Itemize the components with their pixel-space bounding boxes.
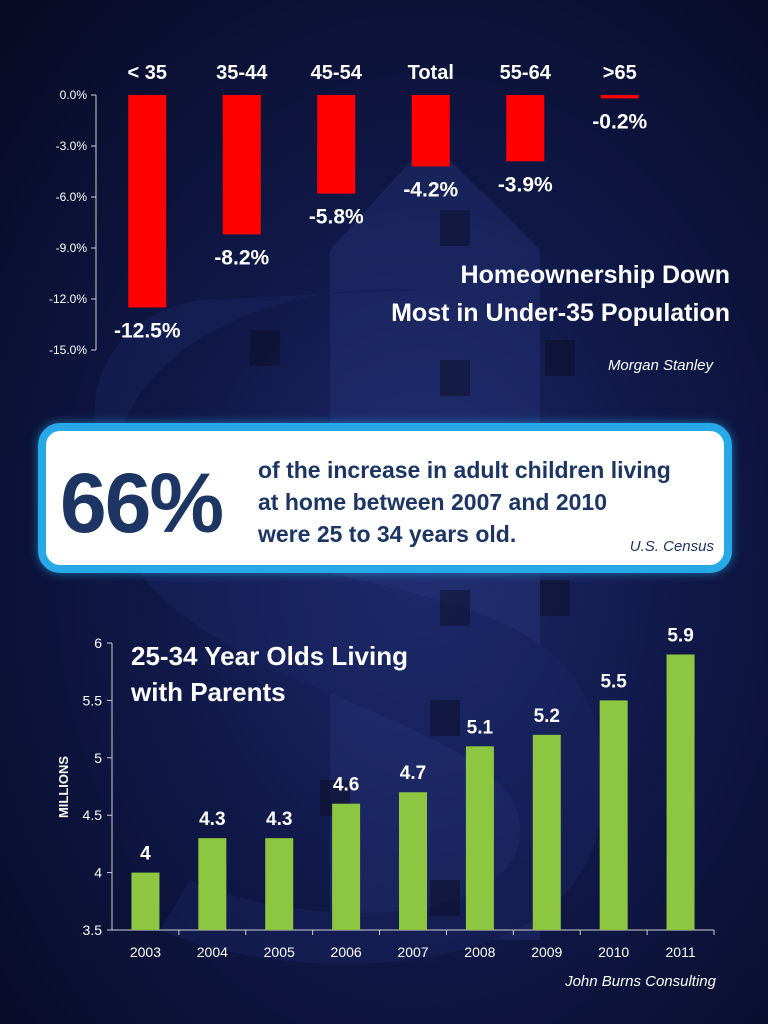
bottom-category-label: 2006 [331, 944, 362, 960]
living-with-parents-title-line2: with Parents [131, 677, 286, 707]
callout-source: U.S. Census [629, 538, 714, 555]
bottom-bar [532, 734, 561, 930]
bottom-bar [198, 838, 227, 930]
callout-line-2: at home between 2007 and 2010 [258, 489, 607, 515]
bottom-category-label: 2003 [130, 944, 161, 960]
bottom-bar [265, 838, 294, 930]
top-category-label: 45-54 [311, 62, 363, 84]
top-category-label: < 35 [128, 62, 167, 84]
living-with-parents-title: 25-34 Year Olds Living with Parents [131, 638, 408, 710]
top-bar [506, 95, 545, 162]
bottom-data-label: 5.1 [467, 717, 494, 738]
homeownership-title-line2: Most in Under-35 Population [391, 299, 730, 327]
bottom-y-tick-label: 4 [94, 865, 102, 881]
bottom-category-label: 2009 [531, 944, 562, 960]
homeownership-chart-title: Homeownership Down Most in Under-35 Popu… [290, 256, 730, 332]
bottom-y-axis-title: MILLIONS [56, 756, 71, 818]
bottom-y-tick-label: 6 [94, 635, 102, 651]
bottom-bars [131, 654, 695, 930]
bottom-data-labels: 4 4.3 4.3 4.6 4.7 5.1 5.2 5.5 5.9 [140, 625, 694, 864]
bottom-category-label: 2008 [464, 944, 495, 960]
bottom-bar [465, 746, 494, 930]
bottom-bar [599, 700, 628, 930]
bottom-y-tick-label: 5 [94, 750, 102, 766]
top-y-tick-label: 0.0% [60, 88, 88, 102]
top-data-label: -3.9% [498, 173, 553, 196]
top-y-tick-label: -15.0% [49, 343, 87, 357]
bottom-data-label: 5.9 [667, 625, 693, 646]
top-data-label: -4.2% [403, 178, 458, 201]
top-y-tick-label: -12.0% [49, 292, 87, 306]
top-y-tick-label: -3.0% [56, 139, 88, 153]
callout-line-1: of the increase in adult children living [258, 457, 671, 483]
top-bar [600, 95, 639, 99]
living-with-parents-title-line1: 25-34 Year Olds Living [131, 641, 408, 671]
top-category-label: >65 [603, 62, 637, 84]
homeownership-source: Morgan Stanley [607, 357, 713, 374]
bottom-bar [399, 792, 427, 930]
bottom-data-label: 4.6 [333, 775, 359, 796]
bottom-category-label: 2005 [264, 944, 295, 960]
bottom-category-labels: 2003 2004 2005 2006 2007 2008 2009 2010 2011 [130, 944, 696, 960]
top-category-label: 55-64 [500, 62, 552, 84]
top-bar [317, 95, 356, 194]
bottom-bar [666, 654, 695, 930]
top-y-tick-label: -9.0% [56, 241, 88, 255]
top-bar [411, 95, 450, 167]
bottom-data-label: 4.3 [266, 809, 292, 830]
bottom-category-label: 2004 [197, 944, 228, 960]
bottom-y-tick-label: 3.5 [83, 922, 103, 938]
bottom-y-tick-label: 5.5 [83, 692, 103, 708]
top-category-labels: < 35 35-44 45-54 Total 55-64 >65 [128, 62, 637, 84]
top-category-label: 35-44 [216, 62, 268, 84]
bottom-bar [131, 872, 160, 930]
bottom-y-tick-label: 4.5 [83, 807, 103, 823]
top-data-label: -12.5% [114, 320, 181, 343]
bottom-category-label: 2010 [598, 944, 629, 960]
top-category-label: Total [408, 62, 454, 84]
bottom-data-label: 4.7 [400, 763, 426, 784]
top-bar [222, 95, 261, 235]
top-data-label: -0.2% [592, 110, 647, 133]
top-data-labels: -12.5% -8.2% -5.8% -4.2% -3.9% -0.2% [114, 110, 648, 342]
callout-percent: 66% [60, 456, 224, 550]
top-data-label: -5.8% [309, 206, 364, 229]
bottom-data-label: 5.2 [534, 706, 560, 727]
bottom-data-label: 4 [140, 844, 151, 865]
bottom-category-label: 2007 [397, 944, 428, 960]
bottom-bar [332, 803, 361, 930]
top-y-tick-label: -6.0% [56, 190, 88, 204]
top-bar [128, 95, 167, 308]
top-y-axis: 0.0% -3.0% -6.0% -9.0% -12.0% -15.0% [49, 88, 97, 357]
homeownership-chart: 0.0% -3.0% -6.0% -9.0% -12.0% -15.0% < 35 35-4… [49, 62, 648, 357]
top-bars [128, 95, 639, 308]
bottom-data-label: 5.5 [600, 671, 627, 692]
callout-line-3: were 25 to 34 years old. [258, 521, 517, 547]
homeownership-title-line1: Homeownership Down [460, 261, 730, 289]
bottom-data-label: 4.3 [199, 809, 225, 830]
living-with-parents-source: John Burns Consulting [565, 973, 716, 990]
bottom-category-label: 2011 [666, 944, 696, 960]
top-data-label: -8.2% [214, 246, 269, 269]
census-callout-box: 66% of the increase in adult children li… [38, 423, 732, 573]
